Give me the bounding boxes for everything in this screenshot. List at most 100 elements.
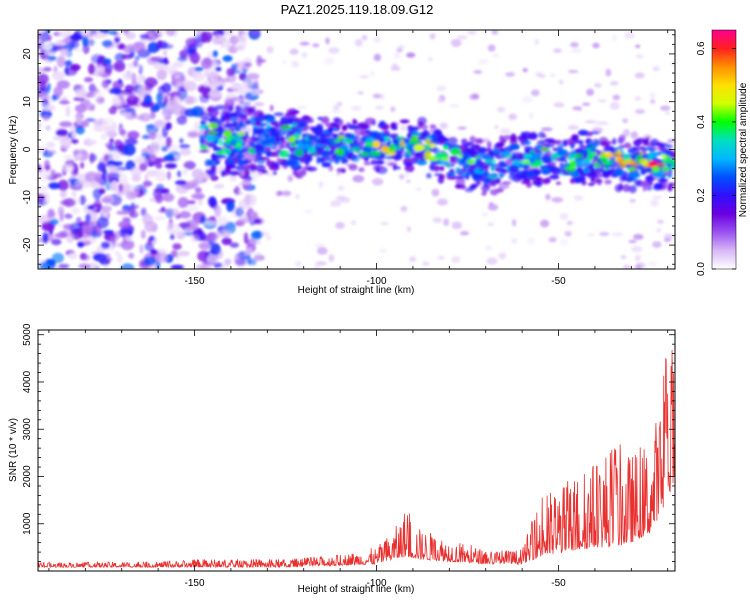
- spectrogram-cell: [629, 198, 636, 203]
- spectrogram-cell: [166, 171, 172, 180]
- spectrogram-cell: [119, 92, 129, 98]
- spectrogram-cell: [249, 239, 262, 245]
- spectrogram-cell: [63, 67, 78, 76]
- spectrogram-cell: [374, 36, 381, 43]
- spectrogram-cell: [219, 80, 226, 88]
- spectrogram-cell: [234, 253, 241, 265]
- spectrogram-cell: [487, 174, 499, 180]
- y-tick-label: 1000: [22, 512, 33, 535]
- spectrogram-cell: [234, 125, 241, 132]
- spectrogram-cell: [609, 81, 619, 86]
- spectrogram-cell: [523, 153, 532, 159]
- spectrogram-cell: [224, 30, 231, 38]
- colorbar-tick-label: 0.0: [696, 262, 707, 276]
- spectrogram-cell: [92, 90, 104, 98]
- spectrogram-cell: [652, 195, 663, 199]
- spectrogram-cell: [254, 102, 265, 107]
- spectrogram-cell: [317, 136, 323, 143]
- spectrogram-cell: [237, 132, 246, 137]
- spectrogram-cell: [266, 46, 274, 54]
- spectrogram-cell: [165, 122, 172, 130]
- spectrogram-cell: [269, 104, 274, 112]
- spectrogram-cell: [331, 108, 342, 114]
- spectrogram-cell: [657, 178, 669, 182]
- spectrogram-cell: [274, 137, 281, 143]
- spectrogram-cell: [582, 102, 591, 106]
- spectrogram-cell: [287, 159, 297, 167]
- spectrogram-cell: [248, 258, 257, 266]
- spectrogram-cell: [317, 116, 323, 120]
- spectrogram-cell: [532, 180, 542, 186]
- spectrogram-cell: [540, 219, 550, 228]
- spectrogram-cell: [548, 237, 557, 243]
- spectrogram-cell: [92, 224, 103, 237]
- spectrogram-cell: [602, 169, 610, 178]
- spectrogram-cell: [113, 231, 123, 239]
- spectrogram-cell: [555, 181, 562, 185]
- spectrogram-cell: [370, 70, 375, 77]
- spectrogram-cell: [511, 238, 518, 244]
- spectrogram-cell: [634, 72, 645, 79]
- spectrogram-cell: [194, 187, 202, 193]
- spectrogram-cell: [139, 163, 148, 172]
- spectrogram-cell: [501, 139, 507, 144]
- spectrogram-cell: [183, 160, 196, 170]
- spectrogram-cell: [82, 224, 89, 232]
- spectrogram-cell: [379, 120, 386, 127]
- spectrogram-cell: [253, 251, 263, 262]
- x-tick-label: -50: [551, 276, 566, 287]
- spectrogram-cell: [450, 147, 461, 156]
- spectrogram-cell: [464, 147, 476, 152]
- spectrogram-cell: [45, 165, 51, 171]
- spectrogram-cell: [95, 96, 105, 105]
- spectrogram-cell: [549, 174, 560, 180]
- spectrogram-cell: [509, 143, 520, 150]
- spectrogram-cell: [266, 124, 271, 129]
- spectrogram-cell: [490, 165, 495, 173]
- spectrogram-cell: [112, 94, 124, 107]
- spectrogram-cell: [262, 114, 274, 119]
- spectrogram-cell: [496, 142, 505, 148]
- spectrogram-cell: [417, 121, 424, 127]
- spectrogram-cell: [604, 179, 612, 185]
- spectrogram-cell: [50, 169, 56, 177]
- spectrogram-cell: [509, 170, 519, 176]
- spectrogram-cell: [411, 130, 419, 136]
- spectrogram-cell: [335, 195, 347, 201]
- spectrogram-cell: [245, 61, 252, 68]
- spectrogram-cell: [486, 141, 492, 149]
- spectrogram-cell: [234, 36, 245, 42]
- spectrogram-cell: [216, 154, 227, 159]
- spectrogram-cell: [89, 38, 94, 47]
- spectrogram-cell: [119, 129, 127, 136]
- spectrogram-heatmap: [38, 30, 675, 269]
- spectrogram-cell: [380, 93, 385, 101]
- spectrogram-cell: [409, 139, 421, 145]
- spectrogram-cell: [214, 204, 222, 217]
- spectrogram-cell: [144, 77, 158, 87]
- spectrogram-cell: [229, 242, 240, 248]
- spectrogram-cell: [166, 100, 180, 112]
- spectrogram-cell: [612, 137, 617, 145]
- spectrogram-cell: [649, 138, 660, 147]
- spectrogram-cell: [531, 89, 540, 97]
- spectrogram-cell: [482, 188, 487, 196]
- spectrogram-cell: [623, 142, 632, 149]
- spectrogram-cell: [380, 222, 389, 226]
- spectrogram-cell: [642, 187, 647, 192]
- spectrogram-cell: [541, 134, 547, 138]
- spectrogram-cell: [299, 140, 311, 145]
- spectrogram-peak: [648, 160, 659, 167]
- spectrogram-cell: [130, 167, 143, 177]
- spectrogram-cell: [640, 151, 644, 156]
- spectrogram-cell: [510, 151, 523, 156]
- spectrogram-cell: [384, 136, 389, 142]
- spectrogram-cell: [647, 261, 658, 267]
- spectrogram-cell: [587, 182, 595, 186]
- spectrogram-cell: [120, 112, 133, 117]
- spectrogram-cell: [87, 205, 95, 210]
- spectrogram-cell: [580, 177, 585, 182]
- spectrogram-cell: [148, 235, 155, 241]
- spectrogram-cell: [304, 209, 313, 214]
- spectrogram-cell: [551, 197, 564, 203]
